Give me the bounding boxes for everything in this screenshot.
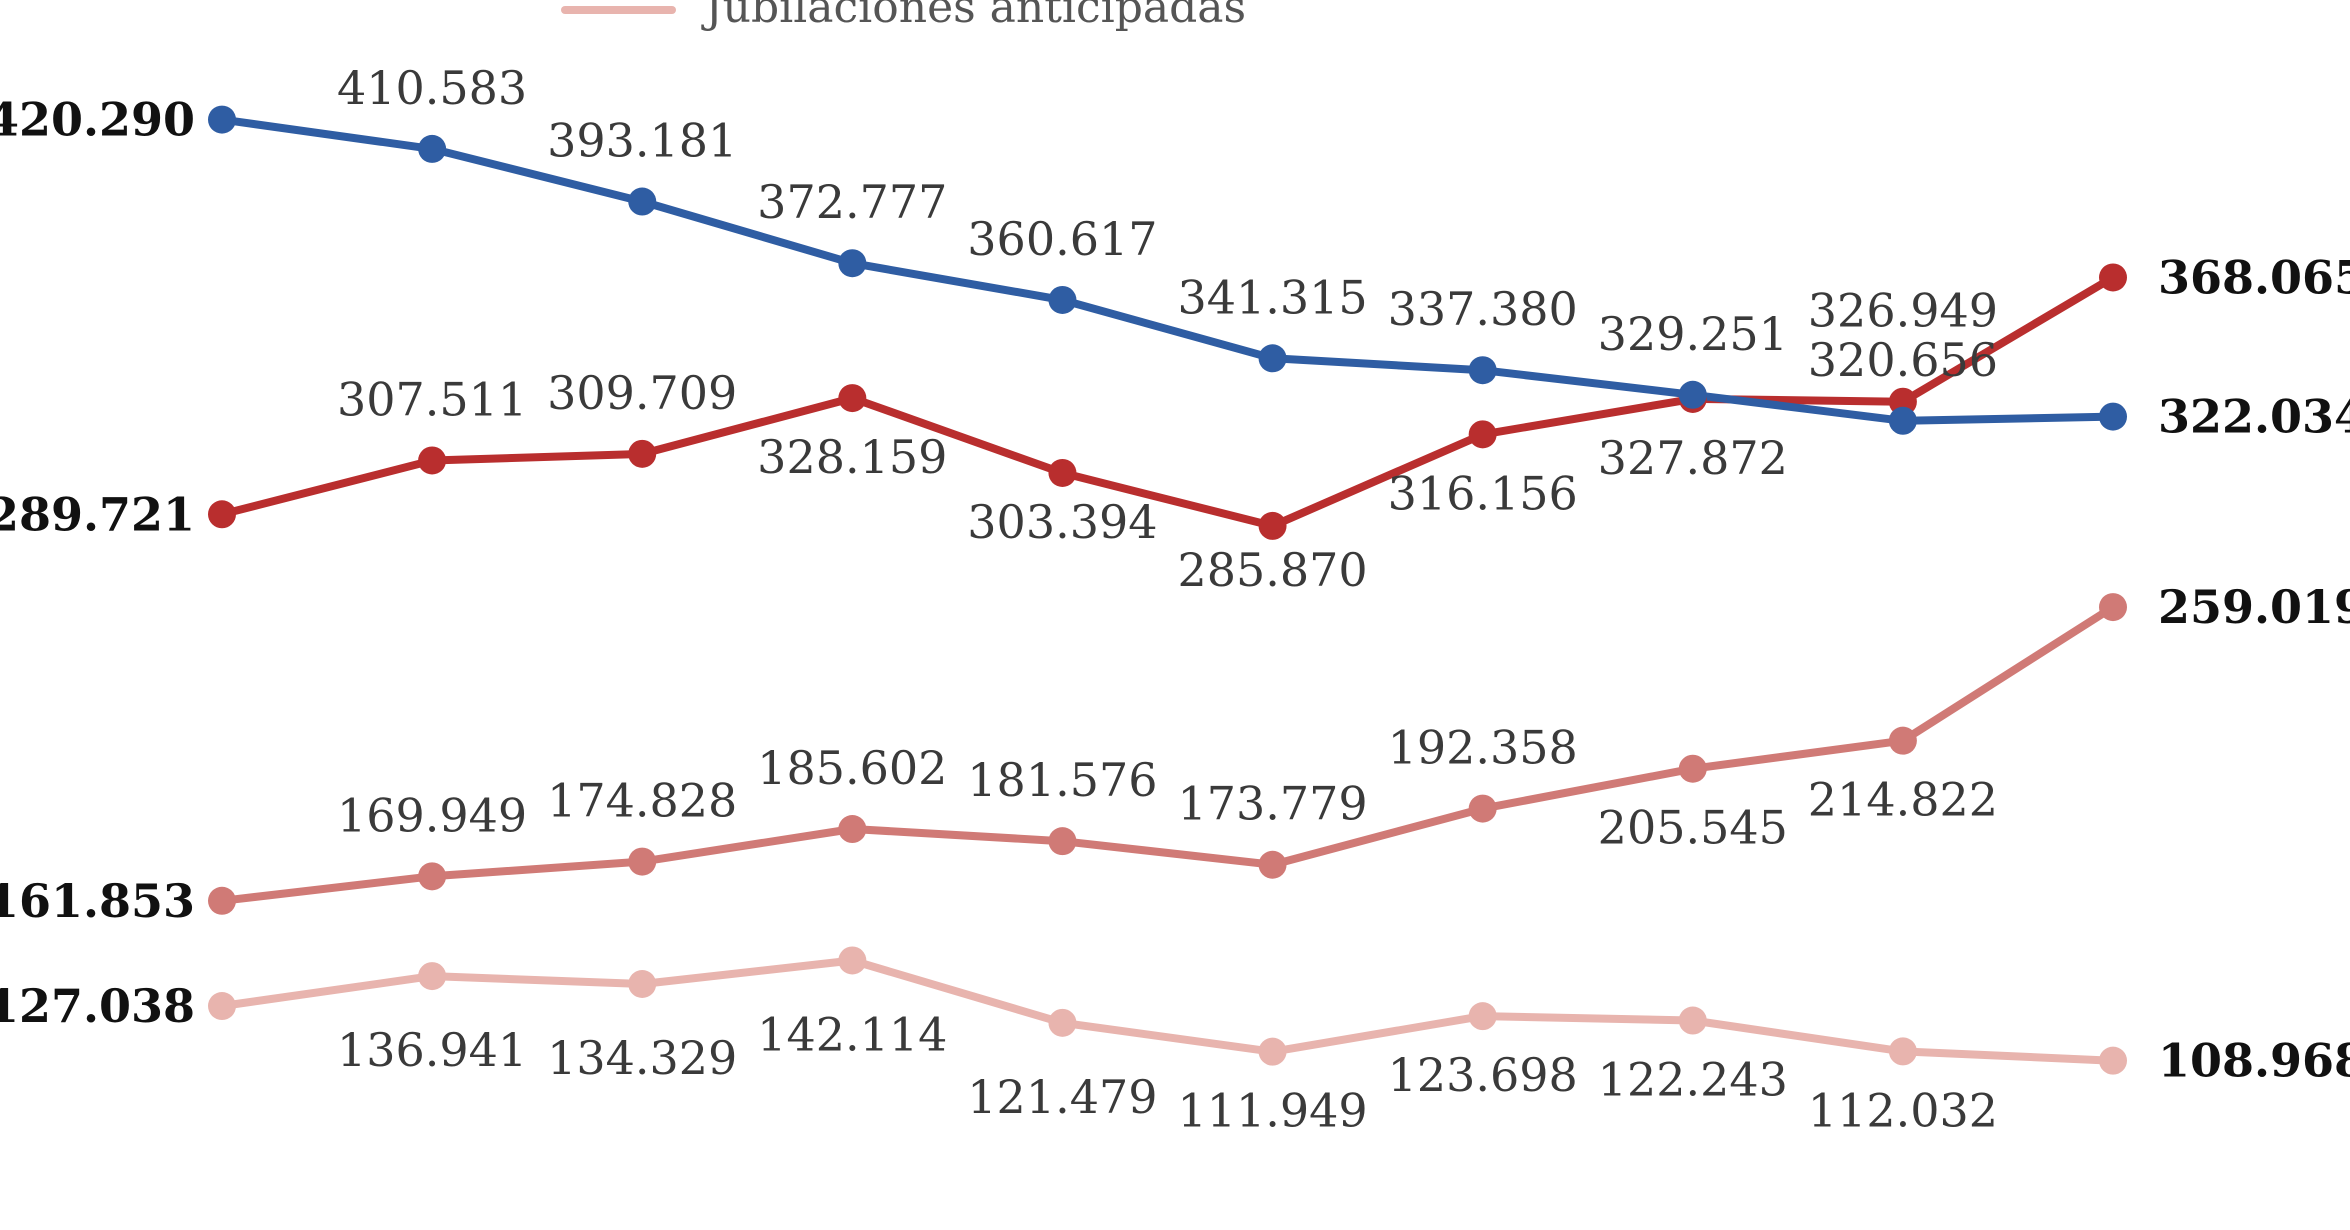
- data-point-red-7: [1468, 420, 1497, 449]
- series-line-blue: [218, 115, 2117, 425]
- data-point-rose-10: [2099, 593, 2127, 622]
- data-point-blue-5: [1048, 285, 1077, 314]
- data-point-rose-9: [1888, 726, 1917, 755]
- data-label-blue-7: 337.380: [1388, 282, 1578, 336]
- data-point-red-6: [1258, 511, 1287, 540]
- data-point-red-3: [628, 439, 657, 468]
- data-label-red-5: 303.394: [967, 495, 1157, 549]
- data-label-rose-6: 173.779: [1177, 777, 1367, 831]
- data-point-blue-10: [2099, 402, 2127, 431]
- data-label-rose-10: 259.019: [2158, 580, 2350, 634]
- data-label-red-9: 326.949: [1808, 284, 1998, 338]
- data-label-rose-2: 169.949: [337, 788, 527, 842]
- data-label-blue-8: 329.251: [1598, 307, 1788, 361]
- data-label-blue-3: 393.181: [547, 114, 737, 168]
- data-point-blue-1: [208, 105, 236, 134]
- data-point-pink-7: [1468, 1002, 1497, 1031]
- data-label-rose-1: 161.853: [0, 874, 195, 928]
- data-label-rose-5: 181.576: [967, 753, 1157, 807]
- data-label-red-1: 289.721: [0, 487, 195, 541]
- data-label-blue-4: 372.777: [757, 175, 947, 229]
- data-point-blue-6: [1258, 344, 1287, 373]
- data-label-blue-1: 420.290: [0, 93, 195, 147]
- data-point-rose-4: [838, 815, 867, 844]
- data-label-pink-2: 136.941: [337, 1023, 527, 1077]
- data-label-pink-9: 112.032: [1808, 1083, 1998, 1137]
- data-label-blue-9: 320.656: [1808, 333, 1998, 387]
- data-point-blue-9: [1888, 406, 1917, 435]
- data-point-pink-6: [1258, 1037, 1287, 1066]
- data-label-pink-6: 111.949: [1177, 1084, 1367, 1138]
- data-point-rose-2: [418, 862, 447, 891]
- data-label-rose-7: 192.358: [1388, 721, 1578, 775]
- data-point-rose-7: [1468, 794, 1497, 823]
- data-point-red-4: [838, 384, 867, 413]
- data-label-rose-4: 185.602: [757, 741, 947, 795]
- data-point-pink-2: [418, 962, 447, 991]
- data-label-blue-10: 322.034: [2158, 390, 2350, 444]
- series-layer: 127.038 136.941 134.329 142.114 121.479 111.9…: [0, 61, 2350, 1138]
- data-point-rose-1: [208, 886, 236, 915]
- data-point-rose-6: [1258, 850, 1287, 879]
- data-label-rose-9: 214.822: [1808, 773, 1998, 827]
- data-label-pink-8: 122.243: [1598, 1053, 1788, 1107]
- data-label-red-4: 328.159: [757, 430, 947, 484]
- data-label-rose-3: 174.828: [547, 774, 737, 828]
- data-point-blue-3: [628, 187, 657, 216]
- data-point-blue-8: [1678, 380, 1707, 409]
- data-label-pink-10: 108.968: [2158, 1034, 2350, 1088]
- data-point-rose-5: [1048, 827, 1077, 856]
- data-point-pink-4: [838, 946, 867, 975]
- data-label-pink-3: 134.329: [547, 1031, 737, 1085]
- data-label-red-8: 327.872: [1598, 431, 1788, 485]
- data-point-rose-8: [1678, 754, 1707, 783]
- data-label-blue-6: 341.315: [1177, 270, 1367, 324]
- series-line-red: [218, 273, 2117, 530]
- data-label-rose-8: 205.545: [1598, 801, 1788, 855]
- data-label-red-10: 368.065: [2158, 250, 2350, 304]
- data-label-red-3: 309.709: [547, 366, 737, 420]
- legend: Jubilaciones anticipadas: [561, 0, 1246, 33]
- data-point-red-1: [208, 500, 236, 529]
- data-label-pink-4: 142.114: [757, 1008, 947, 1062]
- data-point-red-5: [1048, 458, 1077, 487]
- series-line-pink: [218, 956, 2117, 1065]
- data-label-red-7: 316.156: [1388, 466, 1578, 520]
- data-point-pink-9: [1888, 1037, 1917, 1066]
- data-point-blue-4: [838, 249, 867, 278]
- data-point-pink-5: [1048, 1008, 1077, 1037]
- data-label-red-6: 285.870: [1177, 543, 1367, 597]
- data-label-pink-7: 123.698: [1388, 1048, 1578, 1102]
- data-point-blue-7: [1468, 356, 1497, 385]
- data-point-red-10: [2099, 263, 2127, 292]
- data-point-pink-8: [1678, 1006, 1707, 1035]
- data-label-red-2: 307.511: [337, 373, 527, 427]
- data-label-pink-5: 121.479: [967, 1070, 1157, 1124]
- legend-label-jubilaciones: Jubilaciones anticipadas: [701, 0, 1246, 33]
- data-point-pink-10: [2099, 1046, 2127, 1075]
- data-point-rose-3: [628, 847, 657, 876]
- data-label-blue-5: 360.617: [967, 212, 1157, 266]
- data-point-blue-2: [418, 134, 447, 163]
- series-line-rose: [218, 603, 2117, 905]
- data-point-pink-1: [208, 992, 236, 1021]
- data-point-pink-3: [628, 969, 657, 998]
- data-label-pink-1: 127.038: [0, 979, 195, 1033]
- data-point-red-2: [418, 446, 447, 475]
- data-label-blue-2: 410.583: [337, 61, 527, 115]
